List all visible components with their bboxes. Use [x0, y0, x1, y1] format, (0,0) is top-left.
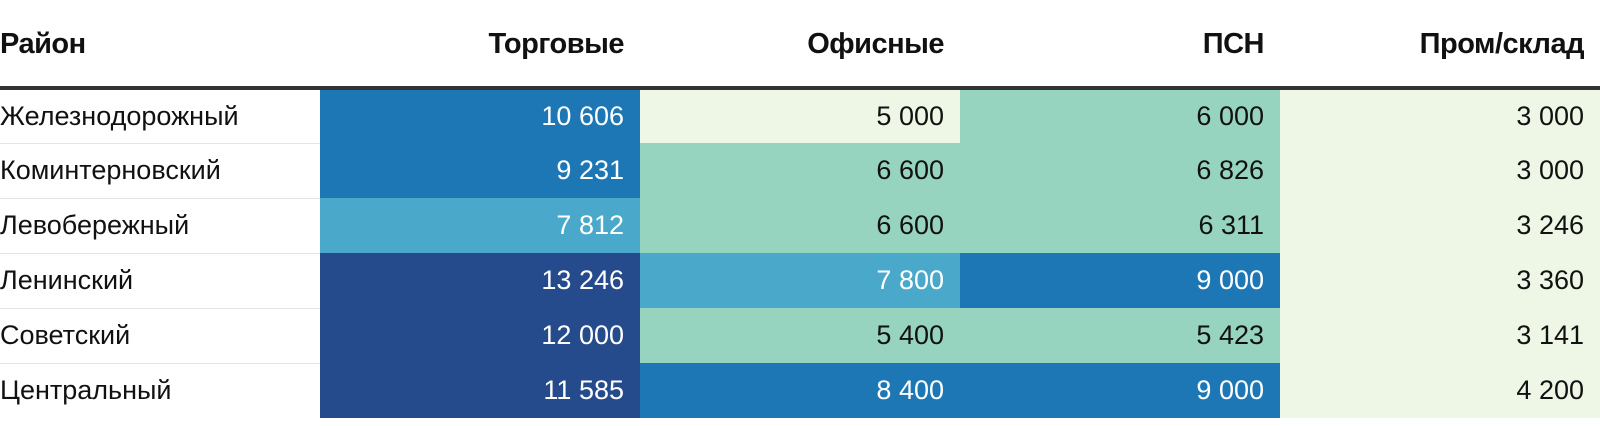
district-name: Центральный: [0, 363, 320, 418]
value-cell: 12 000: [320, 308, 640, 363]
value-cell: 6 600: [640, 143, 960, 198]
value-cell: 3 360: [1280, 253, 1600, 308]
value-cell: 3 000: [1280, 88, 1600, 143]
value-cell: 4 200: [1280, 363, 1600, 418]
value-cell: 13 246: [320, 253, 640, 308]
value-cell: 5 400: [640, 308, 960, 363]
column-header-district: Район: [0, 0, 320, 90]
district-name: Ленинский: [0, 253, 320, 309]
value-cell: 8 400: [640, 363, 960, 418]
column-header-office: Офисные: [640, 0, 960, 90]
table-row: Ленинский 13 246 7 800 9 000 3 360: [0, 253, 1600, 309]
value-cell: 9 000: [960, 253, 1280, 308]
value-cell: 10 606: [320, 88, 640, 143]
table-row: Левобережный 7 812 6 600 6 311 3 246: [0, 198, 1600, 254]
value-cell: 7 812: [320, 198, 640, 253]
table-row: Коминтерновский 9 231 6 600 6 826 3 000: [0, 143, 1600, 199]
value-cell: 5 000: [640, 88, 960, 143]
value-cell: 3 246: [1280, 198, 1600, 253]
table-row: Советский 12 000 5 400 5 423 3 141: [0, 308, 1600, 364]
district-name: Коминтерновский: [0, 143, 320, 199]
value-cell: 6 826: [960, 143, 1280, 198]
value-cell: 5 423: [960, 308, 1280, 363]
district-name: Советский: [0, 308, 320, 364]
value-cell: 3 141: [1280, 308, 1600, 363]
value-cell: 9 231: [320, 143, 640, 198]
column-header-psn: ПСН: [960, 0, 1280, 90]
value-cell: 9 000: [960, 363, 1280, 418]
value-cell: 6 311: [960, 198, 1280, 253]
header-row: Район Торговые Офисные ПСН Пром/склад: [0, 0, 1600, 90]
column-header-industrial: Пром/склад: [1280, 0, 1600, 90]
table-row: Центральный 11 585 8 400 9 000 4 200: [0, 363, 1600, 418]
district-name: Левобережный: [0, 198, 320, 254]
value-cell: 6 600: [640, 198, 960, 253]
table-row: Железнодорожный 10 606 5 000 6 000 3 000: [0, 88, 1600, 144]
value-cell: 6 000: [960, 88, 1280, 143]
value-cell: 7 800: [640, 253, 960, 308]
district-name: Железнодорожный: [0, 88, 320, 144]
value-cell: 3 000: [1280, 143, 1600, 198]
column-header-retail: Торговые: [320, 0, 640, 90]
value-cell: 11 585: [320, 363, 640, 418]
